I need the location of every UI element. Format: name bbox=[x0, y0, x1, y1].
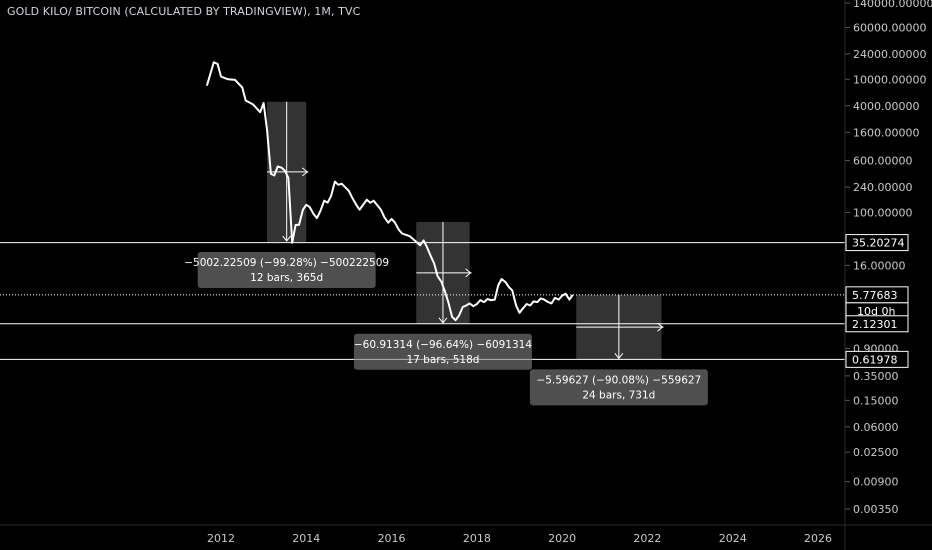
y-tick: 0.35000 bbox=[845, 370, 899, 383]
chart-title: GOLD KILO/ BITCOIN (CALCULATED BY TRADIN… bbox=[7, 5, 361, 18]
measure-label-line1: −5002.22509 (−99.28%) −500222509 bbox=[184, 257, 389, 269]
x-tick-label: 2022 bbox=[633, 532, 661, 545]
measure-label-2[interactable]: −60.91314 (−96.64%) −6091314 17 bars, 518… bbox=[354, 333, 532, 370]
x-tick-label: 2018 bbox=[463, 532, 491, 545]
price-tag[interactable]: 2.12301 bbox=[845, 315, 909, 333]
y-tick-label: 140000.00000 bbox=[853, 0, 932, 10]
y-tick-label: 60000.00000 bbox=[853, 21, 926, 34]
measure-shades bbox=[267, 101, 662, 360]
y-tick: 0.06000 bbox=[845, 421, 899, 434]
measure-labels: −5002.22509 (−99.28%) −500222509 12 bars,… bbox=[184, 251, 708, 406]
price-tag[interactable]: 0.61978 bbox=[845, 350, 909, 368]
measure-label-1[interactable]: −5002.22509 (−99.28%) −500222509 12 bars,… bbox=[184, 251, 389, 288]
measure-arrow-2 bbox=[416, 221, 472, 324]
y-tick-label: 0.35000 bbox=[853, 370, 899, 383]
y-tick: 0.00350 bbox=[845, 503, 899, 516]
y-tick-label: 16.00000 bbox=[853, 259, 906, 272]
y-tick-label: 24000.00000 bbox=[853, 48, 926, 61]
x-tick-label: 2012 bbox=[207, 532, 235, 545]
y-tick-label: 600.00000 bbox=[853, 155, 913, 168]
y-tick-label: 0.00350 bbox=[853, 503, 899, 516]
y-tick: 60000.00000 bbox=[845, 21, 926, 34]
price-series bbox=[205, 61, 574, 322]
y-tick-label: 10000.00000 bbox=[853, 73, 926, 86]
y-tick-label: 0.06000 bbox=[853, 421, 899, 434]
measure-label-line2: 12 bars, 365d bbox=[250, 272, 323, 284]
measure-label-3[interactable]: −5.59627 (−90.08%) −559627 24 bars, 731d bbox=[529, 369, 708, 406]
y-tick: 600.00000 bbox=[845, 155, 913, 168]
time-axis[interactable]: 2012 2014 2016 2018 2020 2022 2024 2026 bbox=[0, 524, 932, 545]
price-tag-label: 35.20274 bbox=[852, 237, 905, 250]
measure-label-line2: 24 bars, 731d bbox=[582, 389, 655, 401]
countdown-tag: 10d 0h bbox=[845, 302, 909, 320]
x-tick-label: 2020 bbox=[548, 532, 576, 545]
y-tick: 24000.00000 bbox=[845, 48, 926, 61]
measure-arrow-3 bbox=[576, 294, 664, 360]
x-tick-label: 2024 bbox=[719, 532, 747, 545]
y-tick-label: 4000.00000 bbox=[853, 100, 919, 113]
y-tick-label: 0.15000 bbox=[853, 394, 899, 407]
countdown-label: 10d 0h bbox=[857, 305, 895, 318]
measure-arrows bbox=[267, 101, 664, 360]
y-tick: 16.00000 bbox=[845, 259, 906, 272]
measure-arrow-1 bbox=[267, 101, 309, 242]
x-tick-label: 2026 bbox=[804, 532, 832, 545]
price-tag-label: 2.12301 bbox=[852, 318, 898, 331]
measure-label-line2: 17 bars, 518d bbox=[406, 354, 479, 366]
series-line bbox=[205, 61, 574, 322]
y-tick: 0.02500 bbox=[845, 446, 899, 459]
y-tick-label: 0.02500 bbox=[853, 446, 899, 459]
y-tick: 10000.00000 bbox=[845, 73, 926, 86]
price-tag[interactable]: 5.77683 bbox=[845, 286, 909, 304]
y-tick: 0.15000 bbox=[845, 394, 899, 407]
measure-label-line1: −60.91314 (−96.64%) −6091314 bbox=[354, 339, 532, 351]
y-tick: 140000.00000 bbox=[845, 0, 932, 10]
y-tick: 100.00000 bbox=[845, 206, 913, 219]
y-tick-label: 240.00000 bbox=[853, 181, 913, 194]
y-tick: 240.00000 bbox=[845, 181, 913, 194]
price-tag[interactable]: 35.20274 bbox=[845, 234, 909, 252]
x-tick-label: 2016 bbox=[378, 532, 406, 545]
measure-label-line1: −5.59627 (−90.08%) −559627 bbox=[536, 374, 701, 386]
price-tags: 35.20274 5.77683 10d 0h2.12301 0.61978 bbox=[845, 234, 909, 368]
x-tick-label: 2014 bbox=[292, 532, 320, 545]
y-tick: 1600.00000 bbox=[845, 126, 919, 139]
price-axis[interactable]: 140000.00000 60000.00000 24000.00000 10000.… bbox=[845, 0, 932, 516]
price-tag-label: 0.61978 bbox=[852, 353, 898, 366]
y-tick-label: 1600.00000 bbox=[853, 126, 919, 139]
price-tag-label: 5.77683 bbox=[852, 289, 898, 302]
y-tick: 0.00900 bbox=[845, 476, 899, 489]
y-tick-label: 0.00900 bbox=[853, 476, 899, 489]
y-tick: 4000.00000 bbox=[845, 100, 919, 113]
y-tick-label: 100.00000 bbox=[853, 206, 913, 219]
